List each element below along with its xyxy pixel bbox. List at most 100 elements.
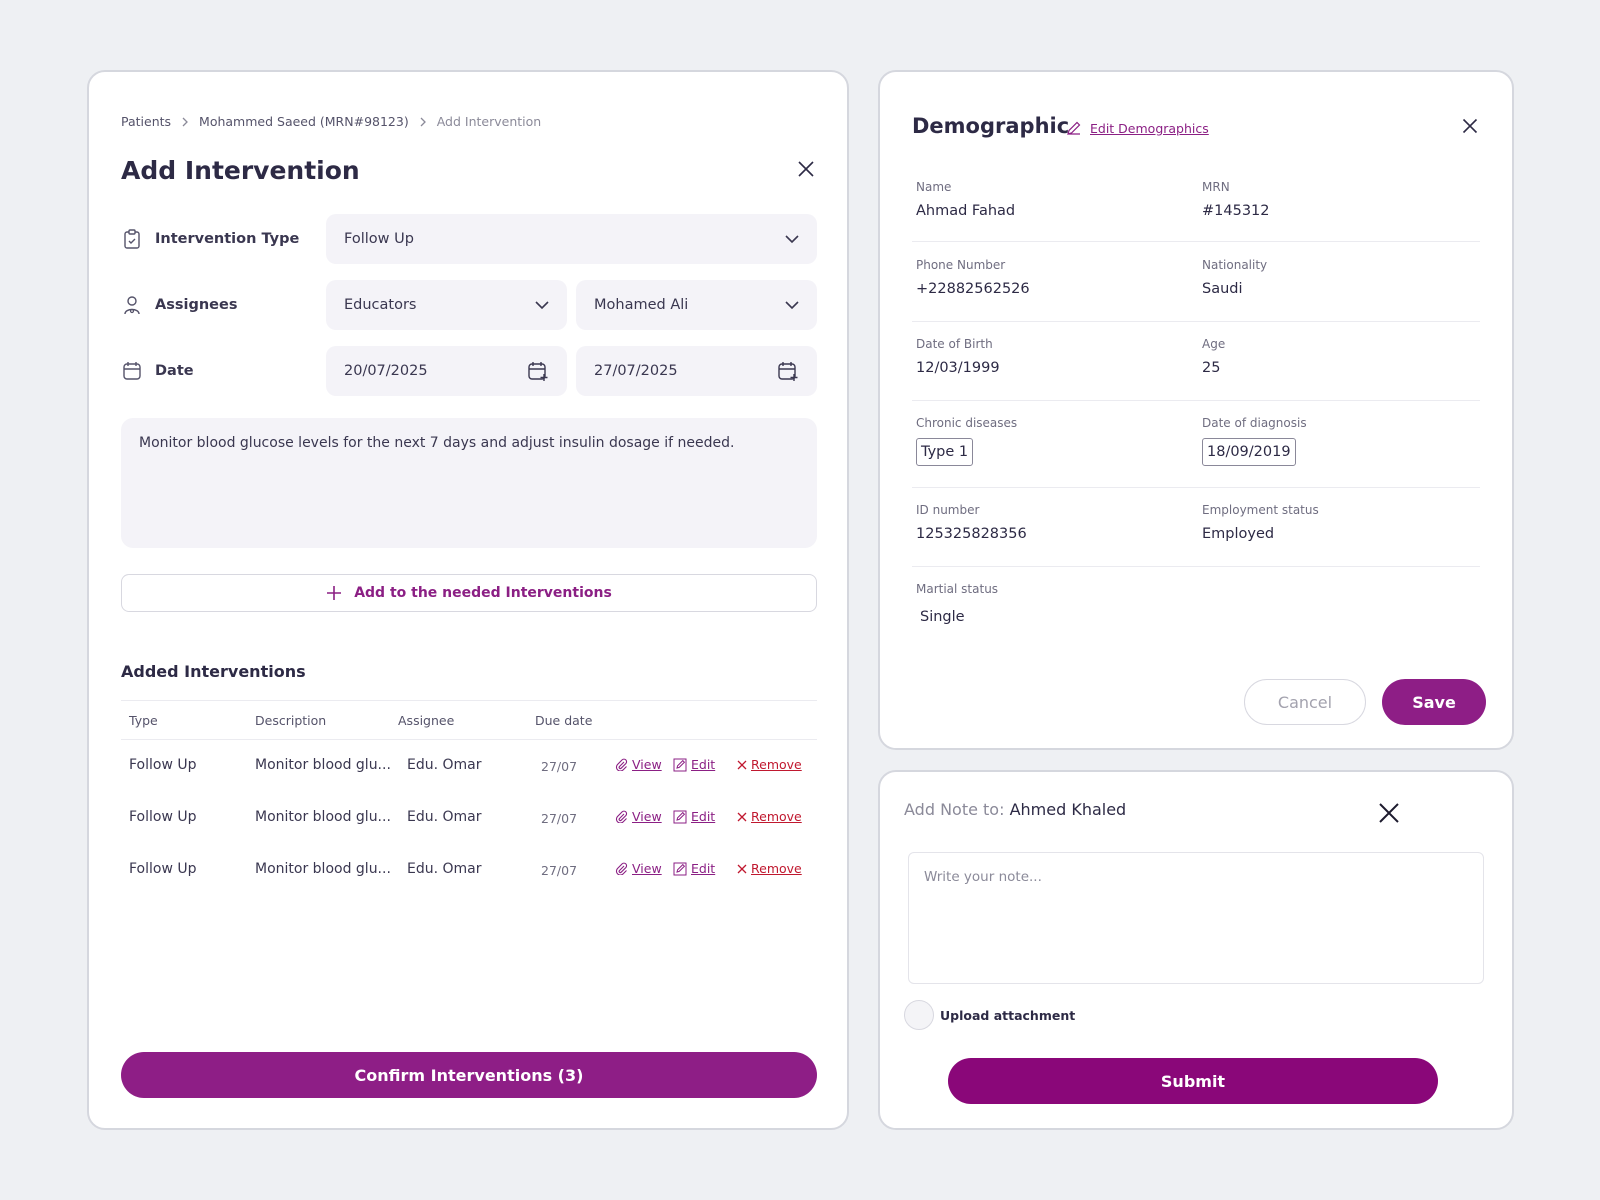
upload-circle-icon[interactable] bbox=[904, 1000, 934, 1030]
close-icon[interactable] bbox=[1462, 118, 1478, 134]
dob-label: Date of Birth bbox=[916, 337, 993, 351]
calendar-add-icon[interactable] bbox=[527, 360, 549, 382]
start-date-input[interactable]: 20/07/2025 bbox=[326, 346, 567, 396]
edit-icon bbox=[673, 862, 687, 876]
edit-button[interactable]: Edit bbox=[673, 861, 715, 876]
close-icon bbox=[737, 812, 747, 822]
calendar-add-icon[interactable] bbox=[777, 360, 799, 382]
view-label: View bbox=[632, 861, 662, 876]
row-type: Follow Up bbox=[129, 861, 197, 877]
chevron-down-icon bbox=[785, 234, 799, 244]
edit-label: Edit bbox=[691, 757, 716, 772]
breadcrumb-patient[interactable]: Mohammed Saeed (MRN#98123) bbox=[199, 114, 409, 129]
remove-button[interactable]: Remove bbox=[737, 757, 802, 772]
remove-label: Remove bbox=[751, 809, 802, 824]
assignee-person-select[interactable]: Mohamed Ali bbox=[576, 280, 817, 330]
assignees-label: Assignees bbox=[155, 297, 238, 313]
age-value: 25 bbox=[1202, 360, 1221, 376]
employment-status-value: Employed bbox=[1202, 526, 1275, 542]
paperclip-icon bbox=[615, 758, 628, 771]
save-button[interactable]: Save bbox=[1382, 679, 1486, 725]
intervention-notes-textarea[interactable]: Monitor blood glucose levels for the nex… bbox=[121, 418, 817, 548]
note-title-prefix: Add Note to: bbox=[904, 800, 1010, 819]
paperclip-icon bbox=[615, 862, 628, 875]
intervention-type-label: Intervention Type bbox=[155, 231, 300, 247]
close-icon[interactable] bbox=[797, 160, 815, 178]
date-label: Date bbox=[155, 363, 194, 379]
edit-icon bbox=[673, 758, 687, 772]
remove-label: Remove bbox=[751, 861, 802, 876]
added-interventions-title: Added Interventions bbox=[121, 662, 306, 681]
diagnosis-date-label: Date of diagnosis bbox=[1202, 416, 1307, 430]
add-intervention-panel: Patients Mohammed Saeed (MRN#98123) Add … bbox=[87, 70, 849, 1130]
row-assignee: Edu. Omar bbox=[407, 861, 482, 877]
row-type: Follow Up bbox=[129, 809, 197, 825]
dob-value: 12/03/1999 bbox=[916, 360, 1000, 376]
edit-button[interactable]: Edit bbox=[673, 809, 715, 824]
chronic-disease-tag: Type 1 bbox=[916, 438, 974, 466]
demographic-row: Phone Number +22882562526 Nationality Sa… bbox=[912, 258, 1480, 322]
view-button[interactable]: View bbox=[615, 861, 662, 876]
add-to-needed-interventions-button[interactable]: Add to the needed Interventions bbox=[121, 574, 817, 612]
nationality-label: Nationality bbox=[1202, 258, 1268, 272]
row-due-date: 27/07 bbox=[541, 811, 578, 826]
edit-icon bbox=[673, 810, 687, 824]
breadcrumb-current: Add Intervention bbox=[436, 114, 542, 129]
close-icon bbox=[737, 864, 747, 874]
edit-label: Edit bbox=[691, 809, 716, 824]
assignees-row: Assignees Educators Mohamed Ali bbox=[121, 280, 817, 330]
upload-attachment[interactable]: Upload attachment bbox=[904, 1000, 1075, 1030]
note-title: Add Note to: Ahmed Khaled bbox=[904, 800, 1126, 819]
view-button[interactable]: View bbox=[615, 809, 662, 824]
demographic-row: Name Ahmad Fahad MRN #145312 bbox=[912, 180, 1480, 242]
chevron-right-icon bbox=[419, 117, 427, 127]
row-description: Monitor blood glu... bbox=[255, 861, 391, 877]
view-label: View bbox=[632, 809, 662, 824]
start-date-value: 20/07/2025 bbox=[344, 363, 428, 379]
edit-button[interactable]: Edit bbox=[673, 757, 715, 772]
row-due-date: 27/07 bbox=[541, 863, 578, 878]
assignee-group-select[interactable]: Educators bbox=[326, 280, 567, 330]
chevron-right-icon bbox=[181, 117, 189, 127]
clipboard-check-icon bbox=[121, 228, 143, 250]
column-assignee: Assignee bbox=[398, 713, 455, 728]
date-row: Date 20/07/2025 27/07/2025 bbox=[121, 346, 817, 396]
marital-status-label: Martial status bbox=[916, 582, 999, 596]
row-assignee: Edu. Omar bbox=[407, 757, 482, 773]
edit-demographics-link[interactable]: Edit Demographics bbox=[1066, 120, 1209, 136]
phone-label: Phone Number bbox=[916, 258, 1006, 272]
close-icon bbox=[737, 760, 747, 770]
intervention-type-select[interactable]: Follow Up bbox=[326, 214, 817, 264]
row-assignee: Edu. Omar bbox=[407, 809, 482, 825]
confirm-interventions-button[interactable]: Confirm Interventions (3) bbox=[121, 1052, 817, 1098]
remove-label: Remove bbox=[751, 757, 802, 772]
row-description: Monitor blood glu... bbox=[255, 757, 391, 773]
table-row: Follow Up Monitor blood glu... Edu. Omar… bbox=[121, 792, 817, 844]
plus-icon bbox=[326, 585, 342, 601]
row-type: Follow Up bbox=[129, 757, 197, 773]
end-date-input[interactable]: 27/07/2025 bbox=[576, 346, 817, 396]
column-due-date: Due date bbox=[535, 713, 593, 728]
breadcrumb-patients[interactable]: Patients bbox=[121, 114, 172, 129]
pencil-icon bbox=[1066, 120, 1082, 136]
remove-button[interactable]: Remove bbox=[737, 809, 802, 824]
page-title: Add Intervention bbox=[121, 156, 360, 185]
remove-button[interactable]: Remove bbox=[737, 861, 802, 876]
submit-button[interactable]: Submit bbox=[948, 1058, 1438, 1104]
column-description: Description bbox=[255, 713, 327, 728]
calendar-icon bbox=[121, 360, 143, 382]
id-number-value: 125325828356 bbox=[916, 526, 1027, 542]
add-note-panel: Add Note to: Ahmed Khaled Write your not… bbox=[878, 770, 1514, 1130]
id-number-label: ID number bbox=[916, 503, 980, 517]
close-icon[interactable] bbox=[1378, 802, 1400, 824]
mrn-value: #145312 bbox=[1202, 203, 1270, 219]
demographic-row: Martial status Single bbox=[912, 582, 1480, 652]
cancel-button[interactable]: Cancel bbox=[1244, 679, 1366, 725]
chevron-down-icon bbox=[785, 300, 799, 310]
view-button[interactable]: View bbox=[615, 757, 662, 772]
diagnosis-date-tag: 18/09/2019 bbox=[1202, 438, 1296, 466]
note-textarea[interactable]: Write your note... bbox=[908, 852, 1484, 984]
assignee-group-value: Educators bbox=[344, 297, 417, 313]
edit-label: Edit bbox=[691, 861, 716, 876]
upload-attachment-label: Upload attachment bbox=[940, 1007, 1076, 1023]
